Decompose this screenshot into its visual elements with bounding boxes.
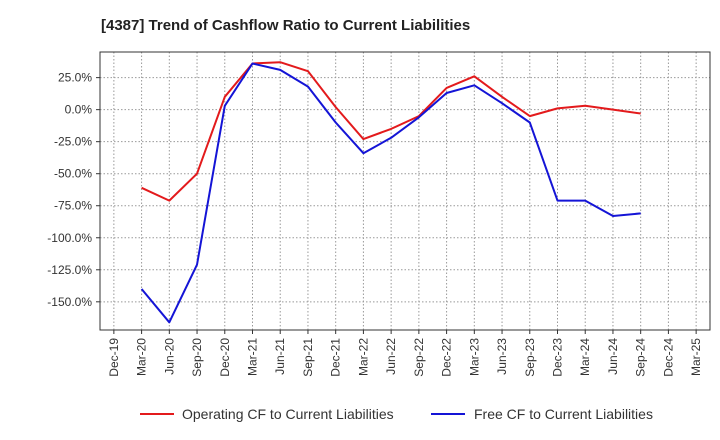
legend-label-operating-cf: Operating CF to Current Liabilities	[182, 406, 394, 422]
series-line-0	[141, 61, 641, 202]
y-tick-label: -25.0%	[54, 135, 92, 149]
x-tick-label: Dec-23	[551, 338, 565, 377]
chart-title: [4387] Trend of Cashflow Ratio to Curren…	[101, 17, 470, 34]
y-axis: 25.0% 0.0% -25.0% -50.0% -75.0% -100.0% -125.0…	[47, 71, 100, 309]
x-tick-label: Sep-21	[301, 338, 315, 377]
x-tick-label: Mar-22	[356, 338, 370, 376]
x-tick-label: Sep-22	[412, 338, 426, 377]
series-lines	[140, 61, 641, 324]
series-line-1	[140, 62, 641, 324]
x-tick-label: Dec-24	[661, 338, 675, 377]
legend-label-free-cf: Free CF to Current Liabilities	[474, 406, 653, 422]
plot-area	[99, 51, 711, 331]
y-tick-label: -125.0%	[47, 263, 92, 277]
y-tick-label: -100.0%	[47, 231, 92, 245]
x-tick-label: Mar-25	[689, 338, 703, 376]
x-tick-label: Sep-23	[523, 338, 537, 377]
x-tick-label: Jun-22	[384, 338, 398, 375]
y-tick-label: -50.0%	[54, 167, 92, 181]
y-tick-label: 0.0%	[65, 103, 93, 117]
x-tick-label: Sep-24	[634, 338, 648, 377]
x-tick-label: Dec-20	[218, 338, 232, 377]
x-tick-label: Sep-20	[190, 338, 204, 377]
x-tick-label: Jun-20	[162, 338, 176, 375]
y-tick-label: -75.0%	[54, 199, 92, 213]
grid	[100, 52, 710, 330]
x-tick-label: Mar-20	[135, 338, 149, 376]
x-tick-label: Mar-23	[467, 338, 481, 376]
x-tick-label: Dec-19	[107, 338, 121, 377]
x-tick-label: Jun-24	[606, 338, 620, 375]
x-axis: Dec-19 Mar-20 Jun-20 Sep-20 Dec-20 Mar-21 Jun-…	[107, 330, 703, 377]
y-tick-label: 25.0%	[58, 71, 92, 85]
x-tick-label: Dec-22	[440, 338, 454, 377]
x-tick-label: Jun-23	[495, 338, 509, 375]
x-tick-label: Jun-21	[273, 338, 287, 375]
legend: Operating CF to Current Liabilities Free…	[140, 406, 653, 422]
x-tick-label: Dec-21	[329, 338, 343, 377]
y-tick-label: -150.0%	[47, 295, 92, 309]
x-tick-label: Mar-24	[578, 338, 592, 376]
x-tick-label: Mar-21	[246, 338, 260, 376]
